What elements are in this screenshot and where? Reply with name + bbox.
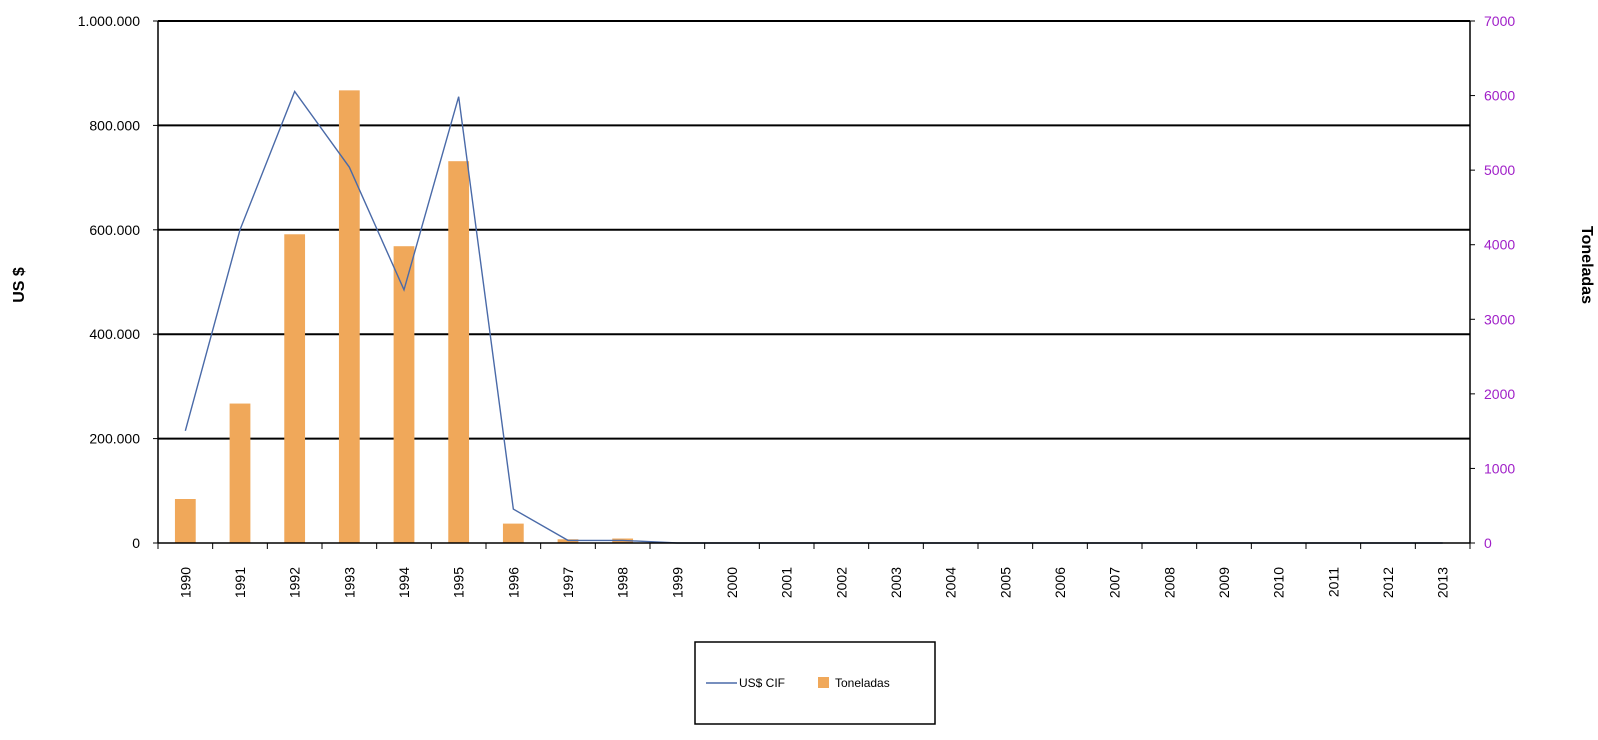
x-tick-label: 1994 (396, 567, 412, 598)
x-tick-label: 2009 (1216, 567, 1232, 598)
legend: US$ CIF Toneladas (694, 641, 936, 725)
us-cif-series-line (184, 90, 1443, 544)
left-axis-ticks: 0 200.000 400.000 600.000 800.000 1.000.000 (78, 13, 158, 551)
x-tick-label: 1990 (177, 567, 193, 598)
x-tick-label: 1999 (669, 567, 685, 598)
x-tick-label: 2010 (1271, 567, 1287, 598)
left-tick-label: 200.000 (89, 431, 140, 447)
x-tick-label: 2007 (1107, 567, 1123, 598)
x-axis-ticks: 1990 1991 1992 1993 1994 1995 1996 1997 1998 1999… (157, 543, 1471, 598)
x-tick-label: 2000 (724, 567, 740, 598)
bar-1990 (174, 499, 196, 543)
right-tick-label: 5000 (1484, 162, 1515, 178)
x-tick-label: 2005 (997, 567, 1013, 598)
x-tick-label: 1995 (451, 567, 467, 598)
legend-label-us-cif: US$ CIF (739, 676, 785, 690)
bar-1993 (338, 90, 360, 543)
right-tick-label: 6000 (1484, 88, 1515, 104)
bar-1992 (284, 234, 306, 543)
left-tick-label: 1.000.000 (78, 13, 140, 29)
right-tick-label: 1000 (1484, 460, 1515, 476)
legend-bar-swatch (818, 677, 829, 688)
right-tick-label: 4000 (1484, 237, 1515, 253)
bar-1991 (229, 403, 251, 543)
left-axis-title: US $ (11, 267, 28, 303)
right-tick-label: 0 (1484, 535, 1492, 551)
x-tick-label: 2008 (1161, 567, 1177, 598)
bar-1996 (502, 523, 524, 543)
x-tick-label: 2006 (1052, 567, 1068, 598)
right-tick-label: 3000 (1484, 311, 1515, 327)
x-tick-label: 1993 (341, 567, 357, 598)
x-tick-label: 1992 (287, 567, 303, 598)
left-tick-label: 0 (132, 535, 140, 551)
x-tick-label: 1997 (560, 567, 576, 598)
x-tick-label: 2003 (888, 567, 904, 598)
right-tick-label: 7000 (1484, 13, 1515, 29)
x-tick-label: 1998 (615, 567, 631, 598)
x-tick-label: 2013 (1435, 567, 1451, 598)
us-cif-line (184, 90, 1443, 544)
x-tick-label: 2011 (1325, 567, 1341, 597)
left-tick-label: 400.000 (89, 326, 140, 342)
right-tick-label: 2000 (1484, 386, 1515, 402)
right-axis-title: Toneladas (1578, 226, 1595, 304)
right-axis-ticks: 0 1000 2000 3000 4000 5000 6000 7000 (1470, 13, 1515, 551)
bar-1994 (393, 246, 415, 543)
x-tick-label: 1996 (505, 567, 521, 598)
left-tick-label: 800.000 (89, 117, 140, 133)
bar-1995 (448, 161, 470, 544)
left-tick-label: 600.000 (89, 222, 140, 238)
x-tick-label: 2002 (833, 567, 849, 598)
x-tick-label: 2004 (943, 567, 959, 598)
bar-1997 (557, 539, 579, 543)
x-tick-label: 2012 (1380, 567, 1396, 598)
legend-label-toneladas: Toneladas (835, 676, 890, 690)
toneladas-bars (174, 90, 634, 544)
x-tick-label: 2001 (779, 567, 795, 598)
x-tick-label: 1991 (232, 567, 248, 598)
